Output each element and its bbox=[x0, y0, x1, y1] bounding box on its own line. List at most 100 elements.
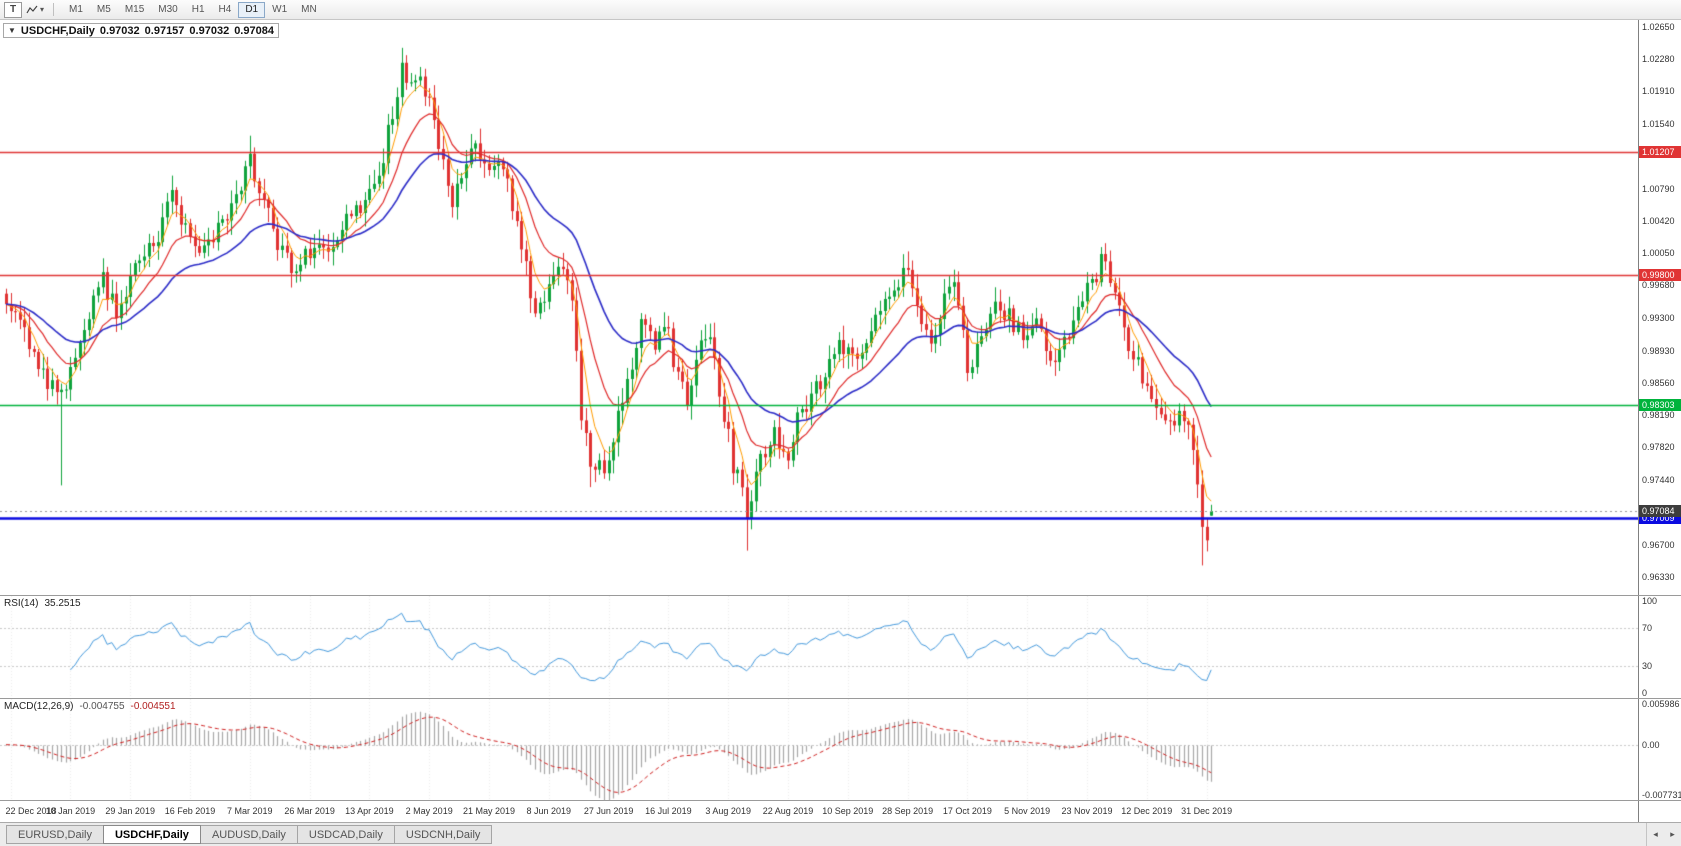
price-tick-label: 0.99300 bbox=[1642, 313, 1675, 324]
date-label: 8 Jun 2019 bbox=[526, 806, 572, 816]
price-level-chip: 0.97084 bbox=[1639, 505, 1681, 518]
price-chart-plot[interactable]: ▼ USDCHF,Daily 0.97032 0.97157 0.97032 0… bbox=[0, 20, 1638, 595]
date-label: 27 Jun 2019 bbox=[583, 806, 634, 816]
price-tick-label: 1.01540 bbox=[1642, 118, 1675, 129]
chart-tabs: EURUSD,Daily USDCHF,Daily AUDUSD,Daily USDC… bbox=[6, 823, 493, 846]
price-axis[interactable]: 1.02650 1.02280 1.01910 1.01540 1.00790 1.004… bbox=[1638, 20, 1681, 595]
top-toolbar: T ▾ M1 M5 M15 M30 H1 H4 D1 W1 MN bbox=[0, 0, 1681, 20]
chart-tab-usdchf[interactable]: USDCHF,Daily bbox=[102, 825, 201, 844]
candlestick-canvas bbox=[0, 20, 1638, 595]
price-tick-label: 0.96700 bbox=[1642, 539, 1675, 550]
macd-indicator-pane: MACD(12,26,9) -0.004755 -0.004551 0.0059… bbox=[0, 698, 1681, 800]
rsi-tick-label: 30 bbox=[1642, 661, 1653, 672]
timeframe-button-m1[interactable]: M1 bbox=[62, 2, 90, 18]
time-axis-labels: 22 Dec 2018 10 Jan 2019 29 Jan 2019 16 Feb … bbox=[0, 801, 1638, 822]
rsi-name: RSI(14) bbox=[4, 598, 39, 609]
price-level-chip: 1.01207 bbox=[1639, 146, 1681, 159]
collapse-arrow-icon: ▼ bbox=[8, 26, 16, 35]
date-label: 23 Nov 2019 bbox=[1061, 806, 1113, 816]
date-label: 16 Feb 2019 bbox=[164, 806, 216, 816]
macd-tick-label: 0.005986 bbox=[1642, 699, 1680, 709]
date-label: 2 May 2019 bbox=[405, 806, 453, 816]
timeframe-button-d1[interactable]: D1 bbox=[238, 1, 266, 18]
chevron-down-icon: ▾ bbox=[40, 5, 45, 14]
date-label: 10 Jan 2019 bbox=[45, 806, 96, 816]
date-label: 28 Sep 2019 bbox=[882, 806, 934, 816]
date-label: 13 Apr 2019 bbox=[345, 806, 394, 816]
time-axis-corner bbox=[1638, 801, 1681, 822]
price-tick-label: 0.99680 bbox=[1642, 280, 1675, 291]
price-level-chip: 0.98303 bbox=[1639, 399, 1681, 412]
open-value: 0.97032 bbox=[99, 24, 140, 37]
price-tick-label: 1.00790 bbox=[1642, 183, 1675, 194]
date-label: 7 Mar 2019 bbox=[227, 806, 273, 816]
timeframe-button-h1[interactable]: H1 bbox=[185, 2, 212, 18]
timeframe-button-m30[interactable]: M30 bbox=[151, 2, 184, 18]
line-studies-icon bbox=[26, 5, 38, 13]
date-label: 22 Aug 2019 bbox=[762, 806, 814, 816]
price-tick-label: 1.00050 bbox=[1642, 248, 1675, 259]
macd-label: MACD(12,26,9) -0.004755 -0.004551 bbox=[4, 701, 176, 712]
tab-scroll-right-button[interactable]: ▸ bbox=[1664, 826, 1681, 844]
low-value: 0.97032 bbox=[189, 24, 230, 37]
time-axis[interactable]: 22 Dec 2018 10 Jan 2019 29 Jan 2019 16 Feb … bbox=[0, 800, 1681, 822]
rsi-tick-label: 100 bbox=[1642, 596, 1658, 606]
price-level-chip: 0.99800 bbox=[1639, 268, 1681, 281]
date-label: 17 Oct 2019 bbox=[942, 806, 992, 816]
chart-tab-bar: EURUSD,Daily USDCHF,Daily AUDUSD,Daily USDC… bbox=[0, 822, 1681, 846]
chart-tab-eurusd[interactable]: EURUSD,Daily bbox=[6, 825, 104, 844]
timeframe-button-group: M1 M5 M15 M30 H1 H4 D1 W1 MN bbox=[62, 1, 324, 18]
close-value: 0.97084 bbox=[234, 24, 274, 37]
toolbar-separator bbox=[53, 3, 55, 16]
line-studies-button[interactable]: ▾ bbox=[25, 2, 45, 18]
date-label: 22 Dec 2018 bbox=[5, 806, 57, 816]
timeframe-button-m5[interactable]: M5 bbox=[90, 2, 118, 18]
timeframe-button-mn[interactable]: MN bbox=[294, 2, 324, 18]
macd-name: MACD(12,26,9) bbox=[4, 701, 74, 712]
price-tick-label: 0.96330 bbox=[1642, 571, 1675, 582]
price-tick-label: 1.02280 bbox=[1642, 54, 1675, 65]
date-label: 3 Aug 2019 bbox=[705, 806, 751, 816]
price-tick-label: 0.98560 bbox=[1642, 377, 1675, 388]
price-tick-label: 0.97440 bbox=[1642, 475, 1675, 486]
macd-main-value: -0.004755 bbox=[79, 701, 125, 712]
rsi-axis[interactable]: 100 70 30 0 bbox=[1638, 596, 1681, 698]
macd-signal-value: -0.004551 bbox=[130, 701, 176, 712]
rsi-label: RSI(14) 35.2515 bbox=[4, 598, 81, 609]
price-tick-label: 0.97820 bbox=[1642, 442, 1675, 453]
rsi-tick-label: 0 bbox=[1642, 688, 1648, 698]
macd-plot[interactable]: MACD(12,26,9) -0.004755 -0.004551 bbox=[0, 699, 1638, 800]
chart-tab-usdcnh[interactable]: USDCNH,Daily bbox=[393, 825, 493, 844]
timeframe-button-m15[interactable]: M15 bbox=[118, 2, 151, 18]
timeframe-button-w1[interactable]: W1 bbox=[265, 2, 294, 18]
rsi-plot[interactable]: RSI(14) 35.2515 bbox=[0, 596, 1638, 698]
rsi-indicator-pane: RSI(14) 35.2515 100 70 30 0 bbox=[0, 595, 1681, 698]
date-label: 29 Jan 2019 bbox=[105, 806, 155, 816]
price-tick-label: 1.02650 bbox=[1642, 21, 1675, 32]
high-value: 0.97157 bbox=[144, 24, 185, 37]
macd-tick-label: -0.007731 bbox=[1642, 790, 1681, 800]
price-tick-label: 1.00420 bbox=[1642, 215, 1675, 226]
date-label: 5 Nov 2019 bbox=[1004, 806, 1051, 816]
date-label: 10 Sep 2019 bbox=[822, 806, 874, 816]
chart-tab-usdcad[interactable]: USDCAD,Daily bbox=[296, 825, 395, 844]
symbol-name: USDCHF,Daily bbox=[20, 24, 95, 37]
price-tick-label: 1.01910 bbox=[1642, 86, 1675, 97]
price-chart-pane: ▼ USDCHF,Daily 0.97032 0.97157 0.97032 0… bbox=[0, 20, 1681, 595]
date-label: 16 Jul 2019 bbox=[645, 806, 692, 816]
date-label: 26 Mar 2019 bbox=[284, 806, 335, 816]
rsi-tick-label: 70 bbox=[1642, 622, 1653, 633]
price-tick-label: 0.98190 bbox=[1642, 409, 1675, 420]
text-tool-button[interactable]: T bbox=[4, 1, 22, 18]
macd-axis[interactable]: 0.005986 0.00 -0.007731 bbox=[1638, 699, 1681, 800]
tab-scroll-left-button[interactable]: ◂ bbox=[1647, 826, 1664, 844]
symbol-ohlc-label[interactable]: ▼ USDCHF,Daily 0.97032 0.97157 0.97032 0… bbox=[3, 23, 279, 38]
timeframe-button-h4[interactable]: H4 bbox=[212, 2, 239, 18]
tab-scroll-controls: ◂ ▸ bbox=[1646, 823, 1681, 846]
chart-tab-audusd[interactable]: AUDUSD,Daily bbox=[199, 825, 298, 844]
rsi-canvas bbox=[0, 596, 1638, 698]
date-label: 21 May 2019 bbox=[462, 806, 516, 816]
price-tick-label: 0.98930 bbox=[1642, 345, 1675, 356]
macd-canvas bbox=[0, 699, 1638, 800]
